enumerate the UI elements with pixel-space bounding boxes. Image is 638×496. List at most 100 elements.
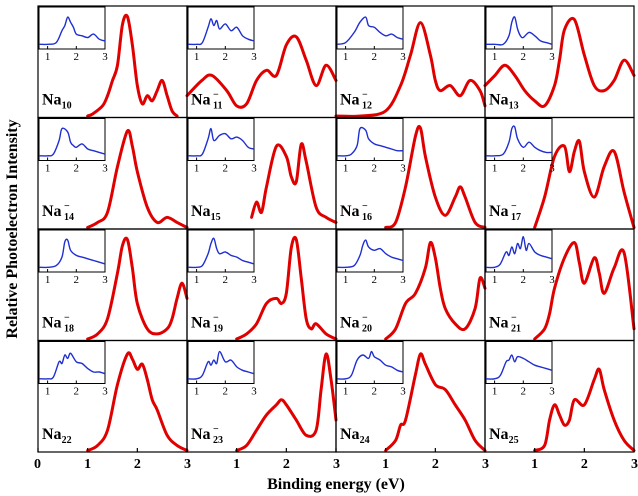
inset-tick-label: 1 <box>492 274 498 286</box>
inset-tick-label: 2 <box>372 163 378 175</box>
inset-tick-label: 3 <box>251 163 257 175</box>
x-tick-label: 2 <box>432 457 439 472</box>
spectrum-panel: 1 2 3Na −17 <box>485 118 634 230</box>
inset-frame <box>39 342 105 384</box>
inset-tick-label: 2 <box>521 163 527 175</box>
spectrum-panel: 1 2 3 Na10 <box>38 6 187 118</box>
inset-tick-label: 1 <box>194 163 200 175</box>
inset-tick-label: 3 <box>102 51 108 63</box>
inset-frame <box>486 119 552 161</box>
inset-tick-label: 3 <box>102 163 108 175</box>
inset-tick-label: 3 <box>549 386 555 398</box>
inset-tick-label: 1 <box>194 274 200 286</box>
x-tick-label: 1 <box>531 457 538 472</box>
inset-tick-label: 1 <box>45 51 51 63</box>
x-tick-label: 3 <box>482 457 489 472</box>
inset-frame <box>337 230 403 272</box>
inset-tick-label: 3 <box>400 274 406 286</box>
cluster-label: Na −18 <box>42 313 74 335</box>
spectrum-panel: 1 2 3Na −11 <box>187 6 336 118</box>
cluster-label: Na −16 <box>340 201 372 223</box>
x-tick-label: 3 <box>184 457 191 472</box>
inset-tick-label: 1 <box>492 386 498 398</box>
cluster-label: Na10 <box>42 92 72 112</box>
inset-tick-label: 1 <box>194 386 200 398</box>
main-spectrum-line <box>252 144 336 223</box>
cluster-label: Na −11 <box>191 90 222 112</box>
inset-tick-label: 2 <box>372 51 378 63</box>
inset-tick-label: 1 <box>45 163 51 175</box>
inset-frame <box>337 342 403 384</box>
y-axis-label: Relative Photoelectron Intensity <box>4 119 21 338</box>
inset-frame <box>188 342 254 384</box>
inset-frame <box>188 119 254 161</box>
x-tick-label: 2 <box>134 457 141 472</box>
cluster-label: Na −12 <box>340 90 372 112</box>
x-tick-label: 3 <box>631 457 638 472</box>
spectrum-panel: 1 2 3 Na22 <box>38 341 187 453</box>
inset-tick-label: 3 <box>400 163 406 175</box>
inset-tick-label: 1 <box>343 274 349 286</box>
inset-tick-label: 3 <box>251 274 257 286</box>
inset-tick-label: 2 <box>521 274 527 286</box>
inset-tick-label: 3 <box>102 274 108 286</box>
inset-frame <box>39 230 105 272</box>
cluster-label: Na22 <box>42 426 72 446</box>
cluster-label: Na25 <box>489 426 519 446</box>
inset-frame <box>486 230 552 272</box>
x-tick-label: 2 <box>283 457 290 472</box>
inset-tick-label: 2 <box>223 163 229 175</box>
inset-tick-label: 3 <box>549 51 555 63</box>
inset-tick-label: 2 <box>74 163 80 175</box>
inset-tick-label: 3 <box>251 386 257 398</box>
spectrum-panel: 1 2 3 Na15 <box>187 118 336 230</box>
inset-tick-label: 1 <box>343 386 349 398</box>
inset-tick-label: 2 <box>74 274 80 286</box>
spectrum-panel: 1 2 3 Na13 <box>485 6 634 118</box>
x-tick-label: 1 <box>382 457 389 472</box>
inset-tick-label: 1 <box>343 51 349 63</box>
spectrum-panel: 1 2 3 Na −21 <box>485 229 634 341</box>
inset-tick-label: 2 <box>521 51 527 63</box>
inset-tick-label: 1 <box>45 274 51 286</box>
inset-tick-label: 2 <box>74 386 80 398</box>
x-tick-label: 2 <box>581 457 588 472</box>
panels-grid: 1 2 3 Na10 1 2 3 Na −11 1 2 3 Na −12 1 2 3 Na13 1 2 3 Na −14 1 2… <box>38 6 634 452</box>
cluster-label: Na −23 <box>191 424 223 446</box>
inset-tick-label: 2 <box>521 386 527 398</box>
cluster-label: Na13 <box>489 92 519 112</box>
inset-tick-label: 2 <box>223 274 229 286</box>
inset-frame <box>188 230 254 272</box>
inset-tick-label: 2 <box>223 51 229 63</box>
spectrum-panel: 1 2 3 Na −18 <box>38 229 187 341</box>
spectrum-panel: 1 2 3 Na −20 <box>336 229 485 341</box>
inset-tick-label: 2 <box>74 51 80 63</box>
inset-frame <box>39 7 105 49</box>
inset-tick-label: 1 <box>45 386 51 398</box>
cluster-label: Na24 <box>340 426 370 446</box>
inset-frame <box>337 119 403 161</box>
x-tick-label: 3 <box>333 457 340 472</box>
inset-tick-label: 3 <box>102 386 108 398</box>
inset-tick-label: 1 <box>492 163 498 175</box>
inset-tick-label: 1 <box>492 51 498 63</box>
spectrum-panel: 1 2 3 Na25 <box>485 341 634 453</box>
inset-tick-label: 3 <box>549 163 555 175</box>
inset-tick-label: 1 <box>343 163 349 175</box>
inset-tick-label: 3 <box>400 51 406 63</box>
spectrum-panel: 1 2 3 Na −12 <box>336 6 485 118</box>
inset-tick-label: 2 <box>372 386 378 398</box>
inset-frame <box>39 119 105 161</box>
spectrum-panel: 1 2 3 Na −16 <box>336 118 485 230</box>
inset-tick-label: 3 <box>400 386 406 398</box>
inset-tick-label: 3 <box>251 51 257 63</box>
x-tick-label: 0 <box>34 457 41 472</box>
cluster-label: Na −20 <box>340 313 372 335</box>
cluster-label: Na −14 <box>42 201 74 223</box>
spectrum-panel: 1 2 3 Na −19 <box>187 229 336 341</box>
inset-tick-label: 2 <box>372 274 378 286</box>
inset-frame <box>486 7 552 49</box>
inset-tick-label: 3 <box>549 274 555 286</box>
inset-tick-label: 2 <box>223 386 229 398</box>
inset-frame <box>337 7 403 49</box>
